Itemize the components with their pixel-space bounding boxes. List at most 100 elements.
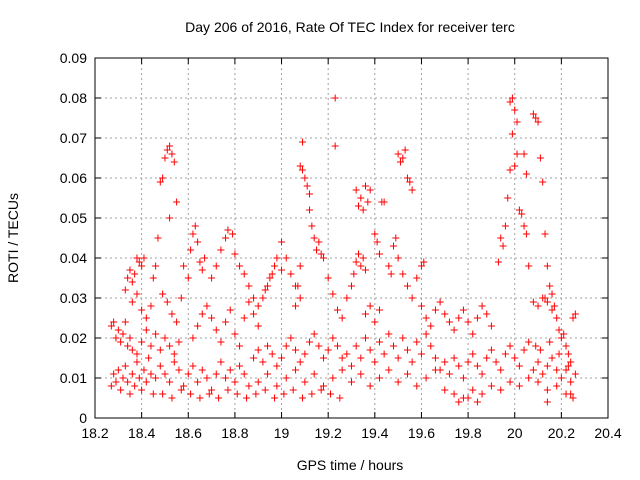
data-point: [445, 318, 453, 326]
data-point: [329, 374, 337, 382]
data-point: [189, 362, 197, 370]
data-point: [296, 262, 304, 270]
data-point: [515, 382, 523, 390]
data-point: [366, 346, 374, 354]
data-point: [569, 314, 577, 322]
data-point: [147, 370, 155, 378]
data-point: [299, 138, 307, 146]
data-point: [534, 118, 542, 126]
data-point: [224, 386, 232, 394]
data-point: [562, 342, 570, 350]
data-point: [329, 334, 337, 342]
data-point: [450, 326, 458, 334]
data-point: [229, 230, 237, 238]
data-point: [292, 366, 300, 374]
data-point: [520, 150, 528, 158]
data-point: [168, 394, 176, 402]
data-point: [166, 342, 174, 350]
data-point: [543, 298, 551, 306]
data-point: [138, 386, 146, 394]
data-point: [506, 98, 514, 106]
data-point: [194, 238, 202, 246]
data-point: [308, 390, 316, 398]
data-point: [310, 370, 318, 378]
data-point: [536, 154, 544, 162]
data-point: [196, 394, 204, 402]
data-point: [352, 258, 360, 266]
data-point: [336, 394, 344, 402]
data-point: [348, 362, 355, 370]
data-point: [119, 330, 127, 338]
data-point: [422, 330, 430, 338]
data-point: [413, 382, 421, 390]
data-point: [408, 358, 416, 366]
data-point: [546, 338, 554, 346]
data-point: [161, 370, 169, 378]
data-point: [301, 378, 309, 386]
data-point: [571, 310, 579, 318]
data-point: [124, 378, 132, 386]
data-point: [121, 318, 129, 326]
data-point: [147, 342, 155, 350]
data-point: [539, 178, 547, 186]
data-point: [133, 254, 141, 262]
data-point: [473, 398, 481, 406]
data-point: [128, 298, 136, 306]
x-tick-labels: 18.2 18.4 18.6 18.8 19 19.2 19.4 19.6 19.8 20 20.2…: [81, 425, 621, 441]
data-point: [273, 382, 281, 390]
data-point: [231, 330, 239, 338]
data-point: [280, 390, 288, 398]
data-point: [131, 382, 139, 390]
data-point: [208, 274, 216, 282]
data-point: [394, 254, 402, 262]
data-point: [557, 374, 565, 382]
data-point: [236, 262, 244, 270]
data-point: [273, 362, 281, 370]
data-point: [152, 330, 160, 338]
data-point: [212, 326, 220, 334]
data-point: [511, 162, 519, 170]
data-point: [543, 262, 551, 270]
data-point: [240, 270, 248, 278]
data-point: [529, 110, 537, 118]
data-point: [163, 146, 171, 154]
data-point: [173, 198, 181, 206]
data-point: [431, 354, 439, 362]
data-point: [450, 390, 458, 398]
data-point: [133, 358, 141, 366]
data-point: [427, 322, 435, 330]
data-point: [159, 290, 167, 298]
data-point: [354, 202, 362, 210]
data-point: [343, 350, 351, 358]
data-point: [287, 270, 295, 278]
data-point: [135, 374, 143, 382]
data-point: [306, 190, 314, 198]
data-point: [373, 238, 381, 246]
data-point: [469, 350, 477, 358]
data-point: [371, 318, 379, 326]
data-point: [187, 246, 195, 254]
data-point: [548, 354, 556, 362]
data-point: [553, 366, 561, 374]
data-point: [436, 298, 444, 306]
data-point: [399, 154, 407, 162]
data-point: [324, 274, 332, 282]
data-point: [334, 306, 342, 314]
data-point: [194, 322, 202, 330]
data-point: [364, 198, 372, 206]
data-point: [133, 290, 141, 298]
data-point: [352, 186, 360, 194]
data-point: [564, 350, 572, 358]
data-point: [289, 386, 297, 394]
data-point: [511, 106, 519, 114]
data-point: [278, 238, 286, 246]
data-point: [348, 378, 355, 386]
data-point: [156, 178, 164, 186]
data-point: [329, 290, 337, 298]
y-tick-label: 0.03: [60, 290, 87, 306]
data-point: [361, 266, 369, 274]
data-point: [441, 358, 449, 366]
data-point: [522, 170, 530, 178]
data-point: [107, 322, 115, 330]
data-point: [126, 334, 134, 342]
